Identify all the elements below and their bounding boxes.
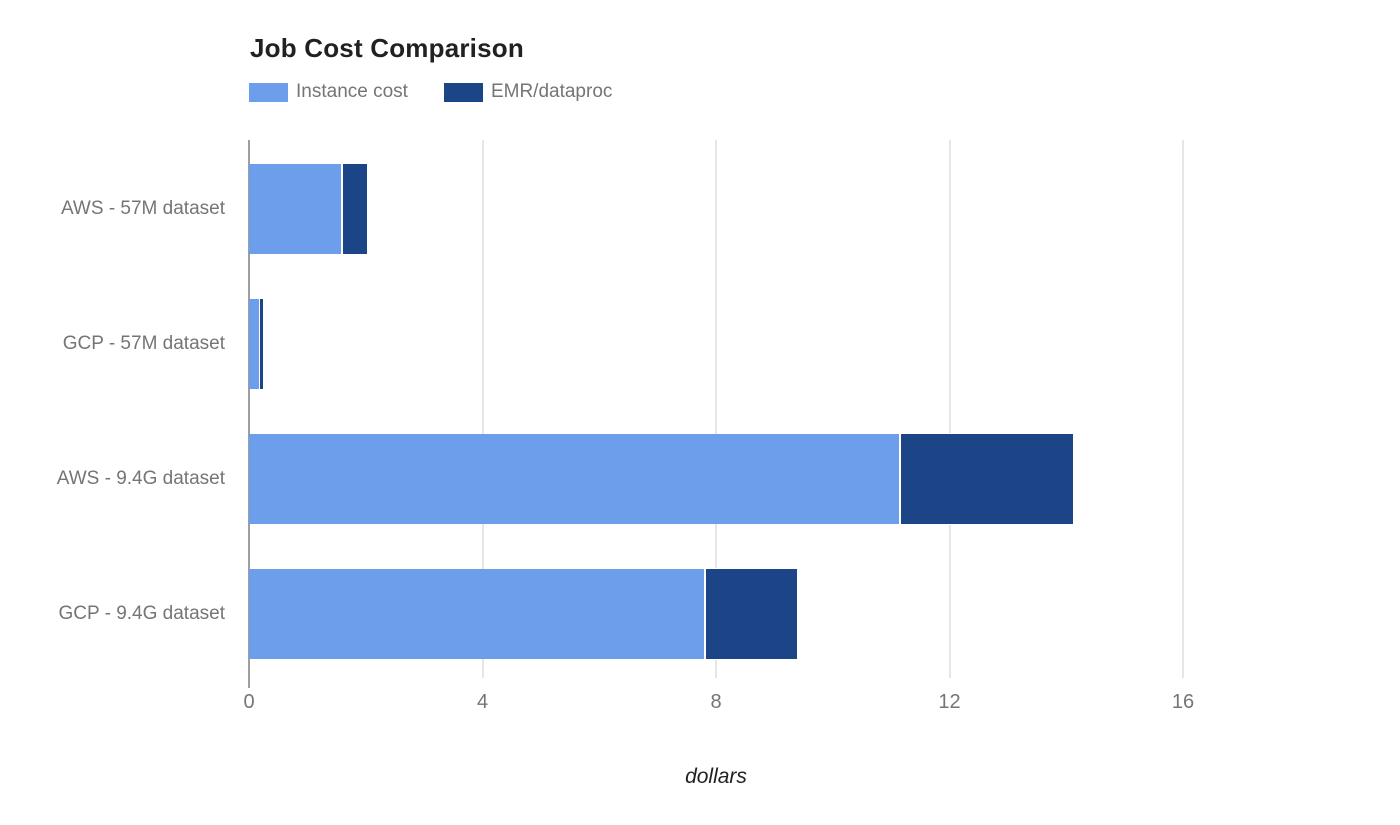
- legend-label-instance-cost: Instance cost: [296, 81, 408, 102]
- legend-label-emr-dataproc: EMR/dataproc: [490, 81, 613, 102]
- bar-segment-instance-cost[interactable]: [249, 569, 705, 659]
- legend-swatch-instance-cost-icon: [249, 82, 288, 102]
- bar-segment-emr-dataproc[interactable]: [900, 434, 1073, 524]
- gridline-x-4: [481, 140, 484, 678]
- legend-item-instance-cost[interactable]: Instance cost: [249, 81, 408, 103]
- bar-segment-instance-cost[interactable]: [249, 164, 342, 254]
- bar-segment-instance-cost[interactable]: [249, 299, 259, 389]
- axis-baseline: [248, 140, 250, 688]
- x-tick-label-16: 16: [1171, 691, 1195, 713]
- legend-swatch-emr-dataproc-icon: [443, 82, 483, 102]
- gridline-x-12: [948, 140, 951, 678]
- bar-segment-emr-dataproc[interactable]: [342, 164, 367, 254]
- legend-item-emr-dataproc[interactable]: EMR/dataproc: [443, 81, 613, 103]
- bar-segment-emr-dataproc[interactable]: [260, 299, 263, 389]
- category-label: GCP - 9.4G dataset: [58, 603, 225, 624]
- x-axis-title: dollars: [685, 765, 747, 788]
- chart-title: Job Cost Comparison: [250, 33, 524, 63]
- bar-segment-instance-cost[interactable]: [249, 434, 900, 524]
- x-tick-label-4: 4: [476, 691, 489, 713]
- x-tick-label-8: 8: [710, 691, 722, 713]
- x-tick-label-12: 12: [938, 691, 961, 713]
- category-label: AWS - 9.4G dataset: [56, 468, 225, 489]
- x-tick-label-0: 0: [243, 691, 255, 713]
- bar-segment-emr-dataproc[interactable]: [705, 569, 797, 659]
- chart-legend: Instance cost EMR/dataproc: [249, 81, 612, 103]
- gridline-x-16: [1182, 140, 1184, 678]
- category-label: GCP - 57M dataset: [62, 333, 225, 354]
- category-label: AWS - 57M dataset: [60, 198, 225, 219]
- gridline-x-8: [715, 140, 717, 678]
